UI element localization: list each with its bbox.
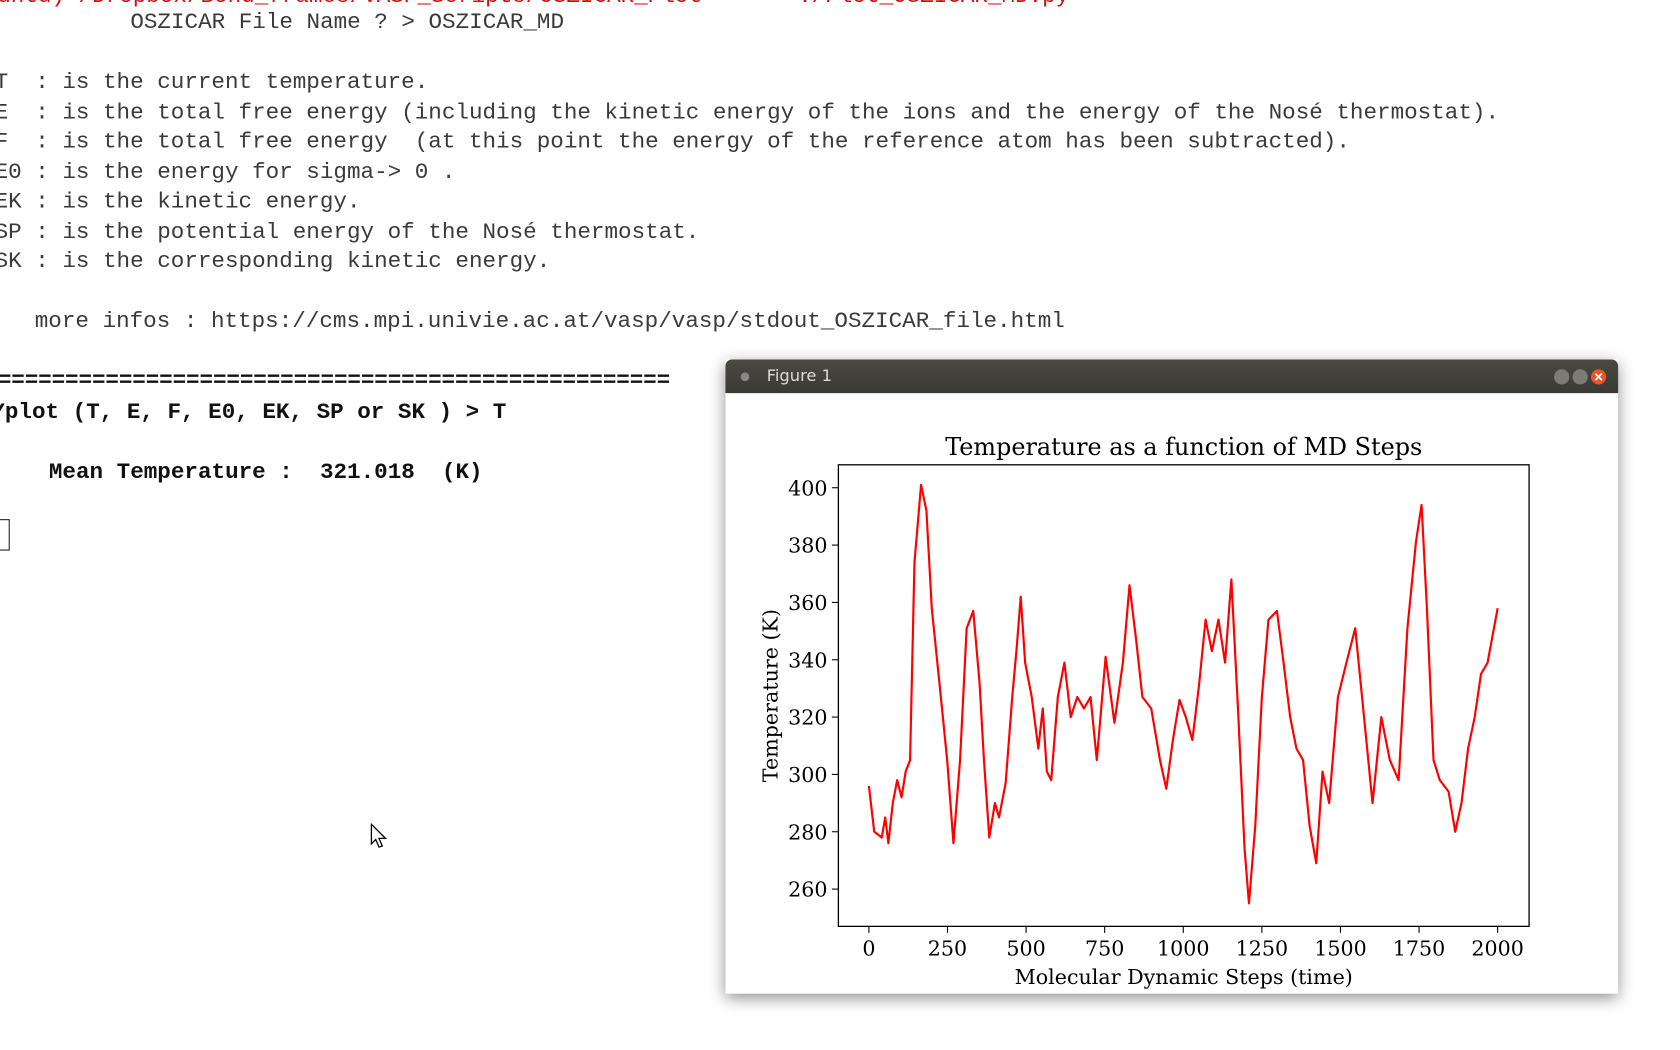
more-infos: more infos : https://cms.mpi.univie.ac.a… (34, 309, 1065, 335)
legend-line: E : is the total free energy (including … (0, 100, 1500, 126)
y-tick-label: 380 (788, 534, 827, 558)
separator: ========================================… (0, 369, 671, 395)
axes-frame (837, 464, 1530, 928)
x-tick-label: 1250 (1236, 937, 1289, 961)
window-buttons[interactable] (1551, 367, 1614, 387)
y-tick-label: 340 (788, 648, 827, 672)
window-title: Figure 1 (766, 365, 833, 386)
x-tick-label: 1000 (1157, 937, 1210, 961)
x-tick-label: 1500 (1314, 937, 1367, 961)
y-axis-label: Temperature (K) (759, 609, 783, 782)
y-tick-label: 400 (788, 476, 827, 500)
title-bar: Figure 1 (725, 359, 1619, 394)
x-tick-label: 250 (928, 937, 967, 961)
y-tick-label: 300 (788, 763, 827, 787)
legend-line: T : is the current temperature. (0, 70, 429, 96)
x-axis-label: Molecular Dynamic Steps (time) (1015, 965, 1353, 989)
file-prompt: OSZICAR File Name ? > OSZICAR_MD (130, 10, 565, 36)
terminal-cursor (0, 519, 10, 551)
legend-line: E0 : is the energy for sigma-> 0 . (0, 160, 456, 186)
y-tick-label: 280 (788, 820, 827, 844)
command: ./Plot_OSZICAR_MD.py (798, 0, 1069, 11)
mean-temperature: Mean Temperature : 321.018 (K) (48, 460, 483, 486)
command-path: (ubuntu)~/Dropbox/Bond_frames/VASP_Scrip… (0, 0, 702, 11)
y-tick-label: 260 (788, 878, 827, 902)
window-icon (740, 372, 750, 382)
y-tick-label: 320 (788, 706, 827, 730)
x-tick-label: 0 (862, 937, 875, 961)
plot-prompt: Yplot (T, E, F, E0, EK, SP or SK ) > T (0, 400, 507, 426)
x-tick-label: 750 (1085, 937, 1124, 961)
mouse-pointer (370, 823, 388, 848)
x-tick-label: 2000 (1471, 937, 1524, 961)
y-tick-label: 360 (788, 591, 827, 615)
chart-title: Temperature as a function of MD Steps (945, 433, 1422, 461)
temperature-line (867, 483, 1499, 905)
legend-line: F : is the total free energy (at this po… (0, 130, 1350, 156)
legend-line: SP : is the potential energy of the Nosé… (0, 219, 700, 245)
x-tick-label: 500 (1006, 937, 1045, 961)
legend-line: SK : is the corresponding kinetic energy… (0, 249, 551, 275)
x-tick-label: 1750 (1393, 937, 1446, 961)
legend-line: EK : is the kinetic energy. (0, 190, 361, 216)
